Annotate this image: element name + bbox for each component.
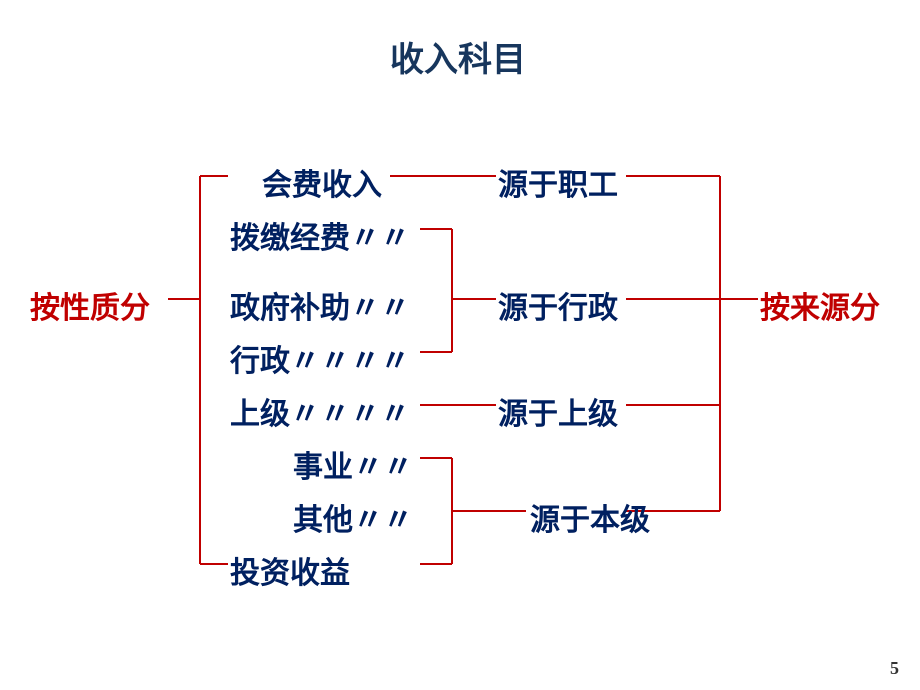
- connector-lines: [0, 0, 920, 690]
- nature-item: 行政〃〃〃〃: [230, 336, 410, 380]
- source-item: 源于上级: [498, 389, 618, 433]
- nature-item: 事业〃〃: [293, 442, 413, 486]
- source-item: 源于本级: [530, 495, 650, 539]
- nature-item: 政府补助〃〃: [230, 283, 410, 327]
- nature-item: 会费收入: [262, 160, 382, 204]
- source-item: 源于职工: [498, 160, 618, 204]
- nature-item: 其他〃〃: [293, 495, 413, 539]
- nature-item: 投资收益: [230, 548, 350, 592]
- source-item: 源于行政: [498, 283, 618, 327]
- nature-item: 拨缴经费〃〃: [230, 213, 410, 257]
- nature-item: 上级〃〃〃〃: [230, 389, 410, 433]
- diagram-stage: 收入科目 按性质分 按来源分 5 会费收入拨缴经费〃〃政府补助〃〃行政〃〃〃〃上…: [0, 0, 920, 690]
